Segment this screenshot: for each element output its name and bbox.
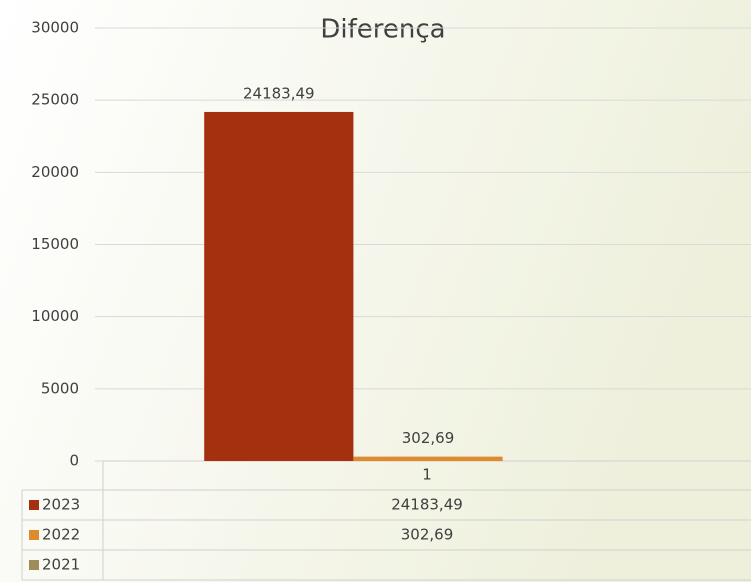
data-label: 24183,49	[243, 84, 315, 102]
x-tick-label: 1	[422, 466, 432, 484]
y-tick-label: 15000	[31, 235, 79, 253]
y-tick-label: 30000	[31, 19, 79, 37]
y-tick-label: 20000	[31, 163, 79, 181]
y-tick-label: 5000	[41, 379, 79, 397]
y-tick-label: 10000	[31, 307, 79, 325]
table-value: 302,69	[401, 526, 454, 544]
table-value: 24183,49	[391, 496, 463, 514]
y-tick-label: 0	[69, 452, 79, 470]
legend-key	[29, 530, 39, 540]
y-tick-label: 25000	[31, 91, 79, 109]
legend-label: 2022	[42, 526, 80, 544]
legend-key	[29, 500, 39, 510]
data-label: 302,69	[402, 429, 455, 447]
bar	[204, 111, 354, 461]
legend-label: 2021	[42, 556, 80, 574]
legend-key	[29, 560, 39, 570]
bar	[353, 456, 503, 461]
chart-title: Diferença	[320, 15, 445, 45]
legend-label: 2023	[42, 496, 80, 514]
